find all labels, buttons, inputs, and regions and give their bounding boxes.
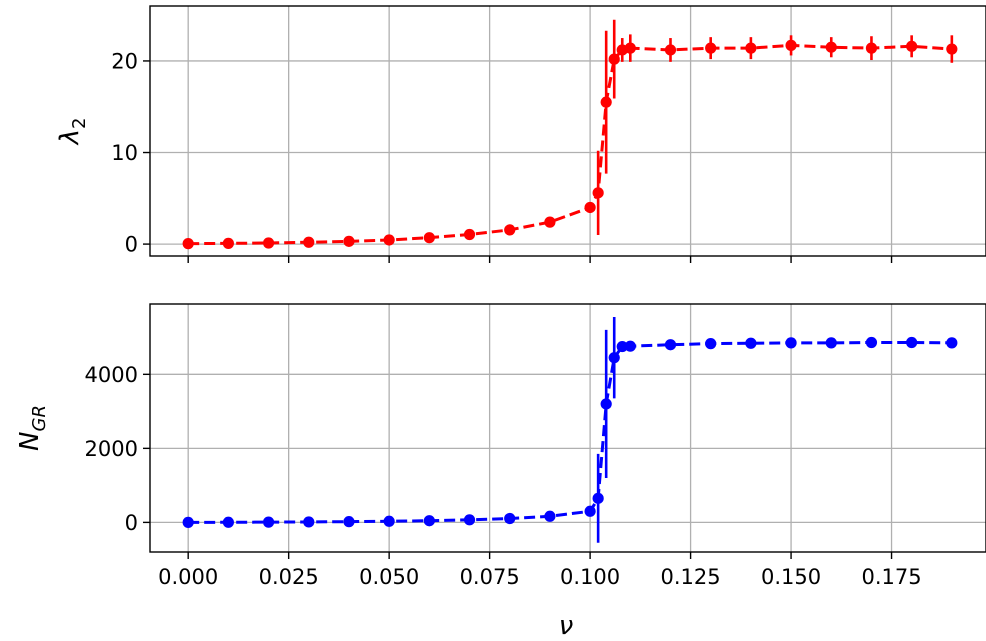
top-point-13 bbox=[608, 53, 620, 65]
top-point-2 bbox=[262, 237, 275, 249]
top-point-16 bbox=[664, 44, 677, 56]
top-error-bars bbox=[186, 19, 954, 245]
bottom-point-2 bbox=[262, 516, 275, 528]
bottom-point-16 bbox=[664, 339, 677, 351]
top-point-18 bbox=[745, 42, 757, 54]
bottom-point-4 bbox=[343, 516, 355, 528]
top-point-6 bbox=[423, 232, 435, 244]
top-ytick-label-0: 0 bbox=[125, 233, 138, 257]
bottom-point-14 bbox=[616, 340, 628, 353]
top-point-12 bbox=[600, 96, 612, 108]
bottom-xtick-label-6: 0.150 bbox=[761, 565, 821, 589]
bottom-point-20 bbox=[825, 337, 837, 349]
bottom-point-22 bbox=[906, 336, 918, 349]
top-series-line bbox=[188, 43, 952, 246]
bottom-point-0 bbox=[182, 516, 194, 528]
bottom-ylabel-main: N bbox=[15, 432, 45, 451]
bottom-axes-frame bbox=[149, 303, 986, 553]
bottom-point-18 bbox=[745, 337, 757, 349]
top-point-1 bbox=[222, 237, 234, 249]
bottom-xtick-label-0: 0.000 bbox=[158, 565, 218, 589]
bottom-xtick-label-7: 0.175 bbox=[861, 565, 921, 589]
top-point-4 bbox=[343, 235, 355, 247]
top-point-17 bbox=[705, 42, 717, 54]
top-point-23 bbox=[946, 43, 958, 55]
bottom-point-6 bbox=[423, 515, 435, 527]
top-point-0 bbox=[182, 238, 194, 250]
bottom-ytick-label-1: 2000 bbox=[85, 437, 138, 461]
top-point-20 bbox=[825, 41, 837, 53]
bottom-point-1 bbox=[222, 516, 234, 528]
top-point-8 bbox=[504, 224, 516, 236]
top-point-11 bbox=[592, 187, 604, 199]
top-ytick-label-1: 10 bbox=[111, 141, 138, 165]
top-point-22 bbox=[906, 40, 918, 52]
top-point-10 bbox=[584, 201, 596, 214]
bottom-point-5 bbox=[383, 515, 395, 527]
bottom-point-21 bbox=[865, 336, 878, 349]
top-point-3 bbox=[303, 236, 315, 248]
top-ylabel-sub: 2 bbox=[69, 118, 90, 129]
bottom-point-17 bbox=[705, 338, 717, 350]
bottom-ylabel-sub: GR bbox=[29, 405, 50, 431]
bottom-error-bars bbox=[186, 316, 954, 543]
top-ylabel: λ2 bbox=[55, 118, 90, 147]
top-markers bbox=[182, 39, 958, 250]
bottom-xtick-label-2: 0.050 bbox=[359, 565, 419, 589]
bottom-point-12 bbox=[600, 398, 612, 410]
top-point-15 bbox=[624, 42, 636, 54]
bottom-point-19 bbox=[785, 337, 797, 349]
top-grid bbox=[150, 6, 986, 256]
bottom-point-23 bbox=[946, 337, 958, 349]
bottom-point-11 bbox=[592, 492, 604, 504]
bottom-markers bbox=[182, 336, 958, 528]
top-ylabel-main: λ bbox=[55, 129, 85, 146]
bottom-xtick-label-5: 0.125 bbox=[661, 565, 721, 589]
top-ytick-label-2: 20 bbox=[111, 49, 138, 73]
top-point-5 bbox=[383, 234, 395, 246]
bottom-ylabel: NGR bbox=[15, 405, 50, 451]
top-point-19 bbox=[785, 39, 797, 51]
bottom-point-10 bbox=[584, 505, 596, 517]
top-point-21 bbox=[865, 42, 878, 54]
bottom-ytick-label-0: 0 bbox=[125, 511, 138, 535]
top-axes-frame bbox=[149, 5, 986, 257]
top-panel: 0 10 20 λ2 bbox=[55, 5, 986, 263]
bottom-panel: 0 2000 4000 0.000 0.025 0.050 0.075 0.100 0.125 0… bbox=[15, 303, 986, 641]
bottom-point-15 bbox=[624, 340, 636, 352]
bottom-point-7 bbox=[463, 514, 476, 526]
bottom-point-9 bbox=[544, 510, 556, 522]
bottom-xtick-label-4: 0.100 bbox=[560, 565, 620, 589]
top-point-7 bbox=[463, 228, 476, 241]
bottom-series-line bbox=[188, 341, 952, 524]
bottom-grid bbox=[150, 304, 986, 552]
bottom-xtick-label-1: 0.025 bbox=[259, 565, 319, 589]
bottom-point-13 bbox=[608, 352, 620, 364]
bottom-point-3 bbox=[303, 516, 315, 528]
bottom-xlabel: ν bbox=[559, 611, 574, 641]
bottom-point-8 bbox=[504, 512, 516, 525]
bottom-ytick-label-2: 4000 bbox=[85, 363, 138, 387]
top-point-9 bbox=[544, 216, 556, 228]
bottom-xtick-label-3: 0.075 bbox=[460, 565, 520, 589]
